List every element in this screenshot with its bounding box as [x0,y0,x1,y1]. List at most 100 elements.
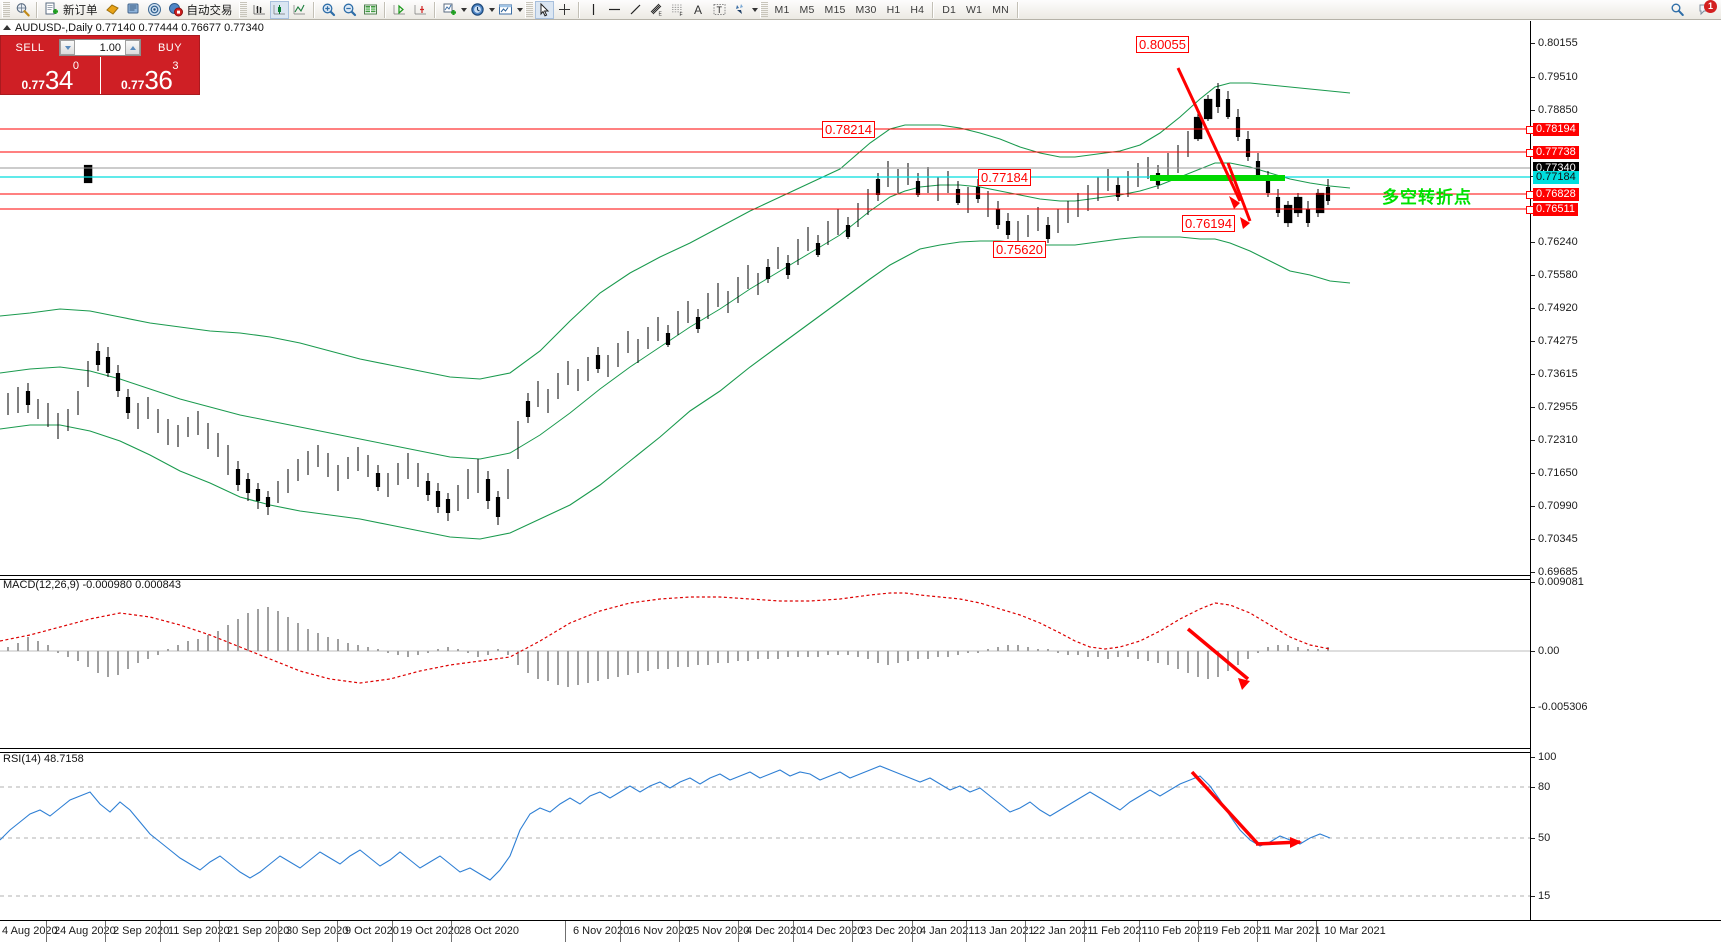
timeframe-m30[interactable]: M30 [855,3,877,16]
toolbar-grip-4[interactable] [759,1,768,18]
time-scale-separator [337,921,338,942]
text-label-icon[interactable]: A [693,2,702,17]
trendline-icon[interactable] [625,1,646,19]
fibonacci-icon[interactable]: F [667,1,688,19]
templates-dropdown-caret[interactable] [516,7,523,12]
level-drag-handle[interactable] [1526,191,1534,199]
bar-chart-icon[interactable] [249,1,270,19]
period-clock-icon[interactable] [467,1,488,19]
tick-label: 15 [1538,890,1551,903]
timeframe-m1[interactable]: M1 [774,3,790,16]
downtrend-arrow-2[interactable] [1226,162,1252,229]
zoom-out-icon[interactable] [339,1,360,19]
level-drag-handle[interactable] [1526,126,1534,134]
candlestick-chart-icon[interactable] [269,0,289,19]
price-scale-tick: 0.72310 [1531,434,1578,446]
autotrading-icon[interactable] [165,1,186,19]
search-icon[interactable] [1667,1,1688,19]
chart-shift-icon[interactable] [410,1,431,19]
text-box-icon[interactable]: T [709,1,730,19]
timeframe-m5[interactable]: M5 [799,3,815,16]
downtrend-arrow-1[interactable] [1176,67,1242,209]
price-badge-cyan[interactable]: 0.77184 [1533,171,1579,184]
price-scale[interactable]: 0.801550.795100.788500.775450.762400.755… [1526,21,1721,920]
time-scale[interactable]: 4 Aug 2020 24 Aug 2020 2 Sep 2020 11 Sep 20… [0,920,1721,942]
level-drag-handle[interactable] [1526,206,1534,214]
timeframe-w1[interactable]: W1 [966,3,983,16]
volume-increase-button[interactable] [125,40,140,55]
new-order-icon[interactable] [41,1,62,19]
timeframe-h4[interactable]: H4 [910,3,925,16]
crosshair-magnifier-icon[interactable] [12,1,33,19]
time-scale-label: 21 Sep 2020 [227,925,290,937]
macd-pane[interactable] [0,579,1530,724]
line-chart-icon[interactable] [289,1,310,19]
rsi-chart-svg [0,765,1530,897]
time-scale-label: 4 Dec 2020 [746,925,803,937]
add-indicator-dropdown-caret[interactable] [460,7,467,12]
toolbar-grip-2[interactable] [238,1,247,18]
time-scale-label: 10 Mar 2021 [1324,925,1386,937]
chart-collapse-icon[interactable] [3,25,11,30]
price-badge-red[interactable]: 0.76511 [1533,203,1578,216]
arrows-dropdown-caret[interactable] [751,7,758,12]
tick-label: 80 [1538,781,1551,794]
signals-icon[interactable] [144,1,165,19]
rsi-downtrend-arrow[interactable] [1190,770,1302,848]
sell-price-display[interactable]: 0.77 34 0 [1,57,100,94]
cursor-icon[interactable] [534,0,554,19]
tick-dash [1531,650,1535,652]
arrows-icon[interactable] [730,1,751,19]
crosshair-icon[interactable] [554,1,575,19]
vertical-line-icon[interactable] [583,1,604,19]
macd-downtrend-arrow[interactable] [1186,627,1250,690]
zoom-in-icon[interactable] [318,1,339,19]
buy-button[interactable]: BUY [157,41,183,54]
toolbar-grip[interactable] [2,1,10,18]
buy-price-prefix: 0.77 [121,78,145,92]
data-window-icon[interactable] [360,1,381,19]
timeframe-d1[interactable]: D1 [942,3,957,16]
auto-scroll-icon[interactable] [389,1,410,19]
annotation-label-076194[interactable]: 0.76194 [1182,215,1235,232]
tick-label: 100 [1538,751,1557,764]
price-badge-red[interactable]: 0.76828 [1533,188,1579,201]
annotation-label-077184[interactable]: 0.77184 [978,169,1031,186]
price-badge-red[interactable]: 0.77738 [1533,146,1579,159]
rsi-pane[interactable] [0,752,1530,920]
time-scale-label: 16 Nov 2020 [628,925,691,937]
sell-button[interactable]: SELL [15,41,45,54]
period-dropdown-caret[interactable] [488,7,495,12]
timeframe-mn[interactable]: MN [992,3,1009,16]
volume-input[interactable]: 1.00 [59,39,141,56]
autotrading-label[interactable]: 自动交易 [186,4,233,17]
toolbar-separator-4 [433,1,436,18]
volume-decrease-button[interactable] [60,40,75,55]
chinese-annotation-note[interactable]: 多空转折点 [1382,188,1472,207]
timeframe-h1[interactable]: H1 [886,3,901,16]
annotation-label-080055[interactable]: 0.80055 [1136,36,1189,53]
timeframe-m15[interactable]: M15 [824,3,846,16]
expert-advisor-icon[interactable] [102,1,123,19]
toolbar-grip-3[interactable] [524,1,533,18]
equidistant-channel-icon[interactable]: E [646,1,667,19]
svg-text:F: F [679,12,682,17]
annotation-label-075620[interactable]: 0.75620 [993,241,1046,258]
add-indicator-icon[interactable] [439,1,460,19]
pane-divider-1[interactable] [0,575,1530,580]
terminal-icon[interactable] [123,1,144,19]
level-drag-handle[interactable] [1526,149,1534,157]
templates-icon[interactable] [495,1,516,19]
new-order-label[interactable]: 新订单 [63,4,98,17]
horizontal-line-icon[interactable] [604,1,625,19]
time-scale-label: 9 Oct 2020 [345,925,399,937]
buy-price-display[interactable]: 0.77 36 3 [99,57,200,94]
notifications-icon[interactable]: 1 [1694,0,1717,19]
annotation-label-078214[interactable]: 0.78214 [822,121,875,138]
one-click-trading-panel[interactable]: SELL 1.00 BUY 0.77 34 0 0.77 36 3 [0,35,200,95]
time-scale-label: 11 Sep 2020 [168,925,230,937]
tick-dash [1531,439,1535,441]
price-badge-red[interactable]: 0.78194 [1533,123,1579,136]
price-chart-pane[interactable] [0,21,1530,576]
pane-divider-2[interactable] [0,748,1530,753]
